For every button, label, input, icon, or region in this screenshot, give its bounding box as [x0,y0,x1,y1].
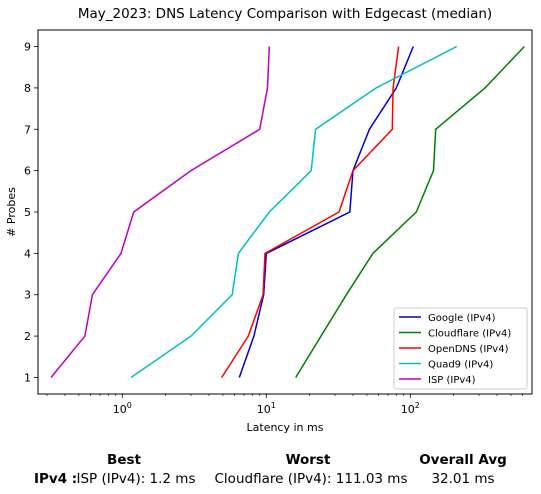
overall-avg-value: 32.01 ms [431,471,495,487]
y-tick-label-2: 2 [24,330,31,343]
legend-label-0: Google (IPv4) [428,313,496,324]
y-tick-label-7: 7 [24,123,31,136]
y-tick-label-8: 8 [24,82,31,95]
best-value: ISP (IPv4): 1.2 ms [76,471,196,487]
latency-chart: May_2023: DNS Latency Comparison with Ed… [5,6,533,434]
y-tick-label-6: 6 [24,165,31,178]
x-tick-label-1: 100 [113,401,132,416]
legend-label-2: OpenDNS (IPv4) [428,344,509,355]
y-tick-label-4: 4 [24,247,31,260]
y-axis-label: # Probes [5,187,18,237]
chart-title: May_2023: DNS Latency Comparison with Ed… [78,6,492,22]
y-tick-label-5: 5 [24,206,31,219]
series-line-3 [130,45,458,379]
x-axis-label: Latency in ms [247,421,324,434]
legend-label-3: Quad9 (IPv4) [428,360,493,371]
legend-label-1: Cloudflare (IPv4) [428,329,511,340]
summary-table: Best Worst Overall Avg IPv4 : ISP (IPv4)… [0,448,541,494]
x-tick-label-10: 101 [257,401,276,416]
y-tick-label-3: 3 [24,289,31,302]
series-line-2 [221,46,400,378]
series-line-0 [238,46,414,378]
worst-value: Cloudflare (IPv4): 111.03 ms [214,471,408,487]
legend-box [393,307,528,390]
row-label-ipv4: IPv4 : [34,471,78,487]
series-line-1 [295,45,525,378]
best-header: Best [107,452,141,468]
overall-avg-header: Overall Avg [419,452,507,468]
legend-label-4: ISP (IPv4) [428,375,476,386]
worst-header: Worst [285,452,331,468]
y-tick-label-1: 1 [24,371,31,384]
x-tick-label-100: 102 [401,401,420,416]
series-line-4 [50,46,271,378]
y-tick-label-9: 9 [24,41,31,54]
legend: Google (IPv4) Cloudflare (IPv4) OpenDNS (I… [393,307,528,390]
